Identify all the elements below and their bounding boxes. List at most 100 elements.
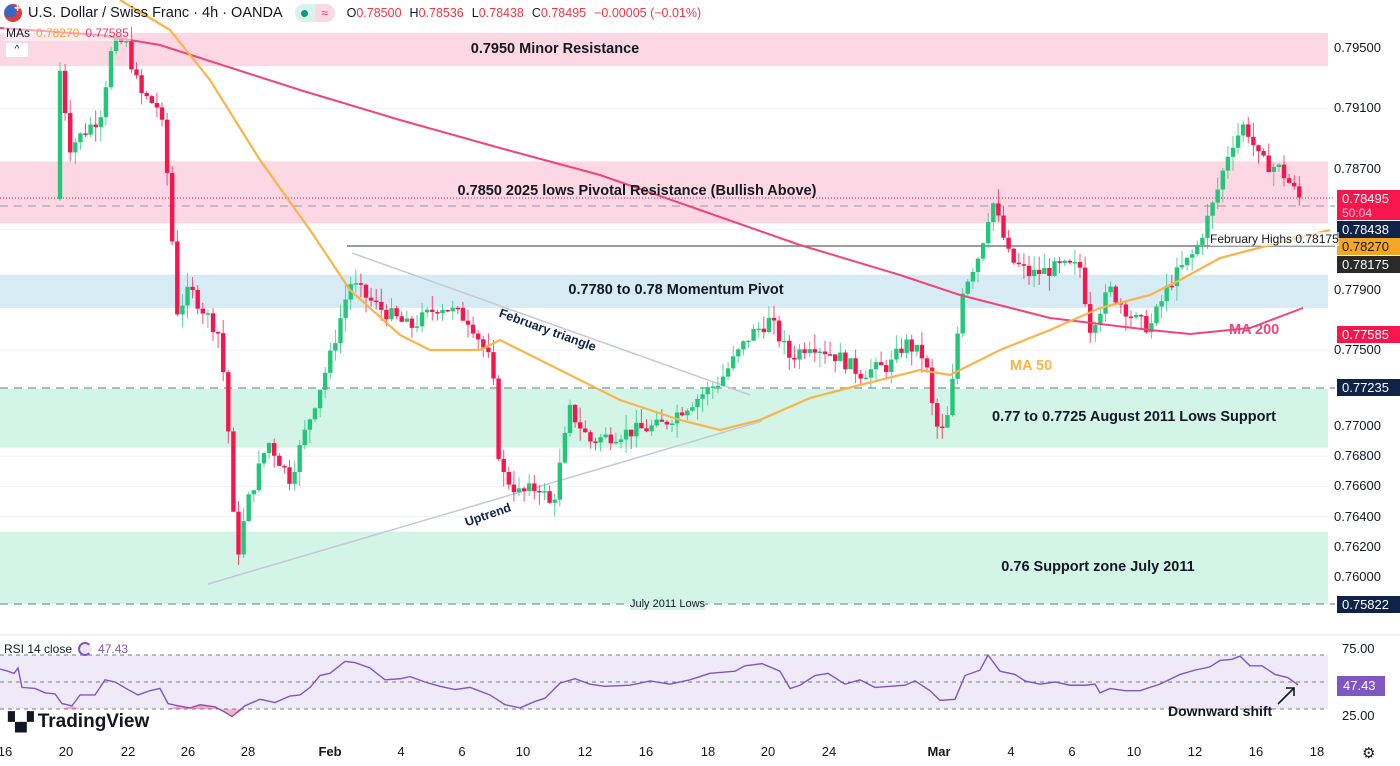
- pivotal-resistance-label: 0.7850 2025 lows Pivotal Resistance (Bul…: [457, 183, 817, 200]
- rsi-title: RSI 14 close: [4, 642, 73, 656]
- settings-gear-icon[interactable]: ⚙: [1362, 745, 1376, 762]
- august-2011-support-label: 0.77 to 0.7725 August 2011 Lows Support: [992, 409, 1276, 426]
- ma50-price-tag: 0.78270: [1337, 238, 1400, 255]
- ma-legend-label: MAs: [6, 26, 30, 40]
- february-highs-tag-value: 0.78175: [1342, 257, 1389, 272]
- grid-lines: [0, 47, 1328, 578]
- open-key: O: [346, 6, 357, 20]
- pivotal-resistance-zone[interactable]: [0, 161, 1328, 224]
- approx-icon: ≈: [314, 4, 335, 22]
- uptrend-line[interactable]: [207, 420, 763, 585]
- minor-resistance-zone[interactable]: [0, 32, 1328, 67]
- downward-shift-arrow-icon: [1277, 687, 1295, 705]
- time-tick: 12: [1187, 744, 1203, 759]
- time-tick: 28: [240, 744, 256, 759]
- ma200-legend-value: 0.77585: [85, 26, 129, 40]
- time-tick: 24: [821, 744, 837, 759]
- open-value: 0.78500: [356, 6, 402, 20]
- minor-resistance-label: 0.7950 Minor Resistance: [470, 40, 640, 57]
- time-tick: Mar: [927, 744, 951, 759]
- low-price-tag: 0.78438: [1337, 221, 1400, 238]
- price-tick: 0.77900: [1334, 281, 1381, 297]
- ma200-price-tag: 0.77585: [1337, 326, 1400, 343]
- price-tick: 0.76000: [1334, 569, 1381, 584]
- time-tick: 10: [515, 744, 531, 759]
- close-key: C: [531, 6, 541, 20]
- february-highs-tag: 0.78175: [1337, 256, 1400, 273]
- high-value: 0.78536: [418, 6, 464, 20]
- time-tick: 20: [58, 744, 74, 759]
- july-2011-support-label: 0.76 Support zone July 2011: [1001, 558, 1195, 575]
- ohlc-values: O0.78500 H0.78536 L0.78438 C0.78495 −0.0…: [347, 6, 702, 20]
- time-tick: 10: [1126, 744, 1142, 759]
- rsi-value-tag: 47.43: [1337, 676, 1385, 696]
- price-tick: 0.77000: [1334, 417, 1381, 433]
- ma200-line[interactable]: [0, 27, 1304, 336]
- august-2011-support-zone[interactable]: [0, 388, 1328, 448]
- august-lows-tag: 0.77235: [1337, 379, 1400, 396]
- downward-shift-label: Downward shift: [1168, 703, 1273, 719]
- february-highs-label: February Highs 0.78175: [1210, 232, 1339, 246]
- time-tick: 6: [458, 744, 466, 759]
- collapse-legend-button[interactable]: ^: [5, 42, 29, 58]
- tradingview-logo-text: TradingView: [37, 711, 150, 732]
- ma200-price-tag-value: 0.77585: [1342, 327, 1389, 342]
- time-tick: 18: [1309, 744, 1325, 759]
- symbol-header: U.S. Dollar / Swiss Franc · 4h · OANDA ≈…: [0, 0, 701, 26]
- july-lows-tag-value: 0.75822: [1342, 597, 1389, 612]
- bar-countdown: 50:04: [1342, 206, 1373, 220]
- rsi-tick-25: 25.00: [1342, 708, 1375, 723]
- ma200-label: MA 200: [1229, 322, 1280, 338]
- time-tick: 22: [120, 744, 136, 759]
- symbol-title[interactable]: U.S. Dollar / Swiss Franc · 4h · OANDA: [28, 5, 283, 21]
- rsi-legend[interactable]: RSI 14 close 47.43: [4, 642, 128, 656]
- august-lows-tag-value: 0.77235: [1342, 380, 1389, 395]
- price-tick: 0.79100: [1334, 100, 1381, 116]
- price-tick: 0.76600: [1334, 478, 1381, 494]
- time-tick: 12: [577, 744, 593, 759]
- market-status-pill[interactable]: ≈: [294, 4, 335, 22]
- tradingview-logo-icon: ▚▞: [8, 711, 34, 732]
- ma-legend[interactable]: MAs 0.78270 0.77585: [4, 25, 131, 41]
- price-tick: 0.76800: [1334, 448, 1381, 464]
- momentum-pivot-label: 0.7780 to 0.78 Momentum Pivot: [568, 282, 784, 299]
- price-tick: 0.78700: [1334, 160, 1381, 176]
- july-2011-support-zone[interactable]: [0, 531, 1328, 605]
- february-triangle-line[interactable]: [351, 252, 751, 396]
- price-tick: 0.76400: [1334, 508, 1381, 524]
- rsi-legend-value: 47.43: [98, 642, 129, 656]
- rsi-tick-75: 75.00: [1342, 641, 1375, 656]
- candles[interactable]: [57, 26, 1302, 566]
- time-tick: 16: [1248, 744, 1264, 759]
- last-price-tag-value: 0.78495: [1342, 191, 1389, 206]
- time-tick: 20: [760, 744, 776, 759]
- close-value: 0.78495: [540, 6, 587, 20]
- july-lows-tag: 0.75822: [1337, 596, 1400, 613]
- ma50-price-tag-value: 0.78270: [1342, 239, 1389, 254]
- time-tick: 16: [0, 744, 13, 759]
- time-tick: Feb: [318, 744, 342, 759]
- change-value: −0.00005 (−0.01%): [594, 6, 702, 20]
- tradingview-logo[interactable]: ▚▞ TradingView: [8, 711, 149, 733]
- time-tick: 26: [180, 744, 196, 759]
- usd-chf-flag-icon: [4, 1, 22, 22]
- rsi-refresh-icon[interactable]: [78, 642, 93, 656]
- high-key: H: [409, 6, 419, 20]
- time-tick: 18: [700, 744, 716, 759]
- ma50-line[interactable]: [119, 0, 1331, 432]
- ma50-legend-value: 0.78270: [36, 26, 80, 40]
- rsi-line[interactable]: [0, 653, 1299, 718]
- time-tick: 16: [638, 744, 654, 759]
- price-tick: 0.79500: [1334, 40, 1381, 55]
- last-price-tag: 0.78495 50:04: [1337, 190, 1400, 220]
- low-value: 0.78438: [478, 6, 524, 20]
- time-tick: 4: [397, 744, 405, 759]
- time-tick: 6: [1068, 744, 1076, 759]
- price-tick: 0.76200: [1334, 538, 1381, 554]
- july-lows-label: July 2011 Lows: [630, 598, 706, 610]
- price-tick: 0.77500: [1334, 342, 1381, 358]
- market-open-dot-icon: [294, 4, 315, 22]
- low-price-tag-value: 0.78438: [1342, 222, 1389, 237]
